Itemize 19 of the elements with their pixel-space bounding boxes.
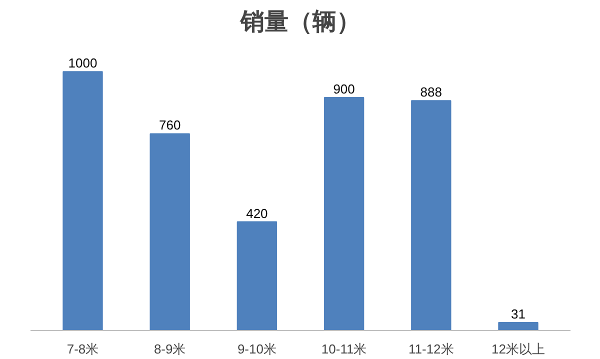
data-label: 760 [159, 118, 181, 133]
chart-title: 销量（辆） [240, 8, 360, 36]
data-label: 888 [420, 84, 442, 100]
data-label: 31 [511, 306, 526, 322]
x-tick-label: 11-12米 [408, 342, 454, 356]
data-label: 420 [246, 206, 268, 221]
bar [62, 71, 103, 330]
bar [411, 100, 452, 330]
bar [236, 221, 278, 330]
data-label: 900 [333, 81, 355, 96]
bar [150, 133, 190, 330]
bar [324, 96, 364, 330]
x-tick-label: 8-9米 [154, 342, 186, 356]
x-tick-label: 10-11米 [321, 342, 367, 356]
bar [498, 322, 538, 330]
x-tick-label: 7-8米 [66, 342, 99, 356]
data-label: 1000 [68, 56, 98, 71]
x-tick-label: 9-10米 [237, 342, 276, 356]
x-tick-label: 12米以上 [492, 342, 545, 356]
